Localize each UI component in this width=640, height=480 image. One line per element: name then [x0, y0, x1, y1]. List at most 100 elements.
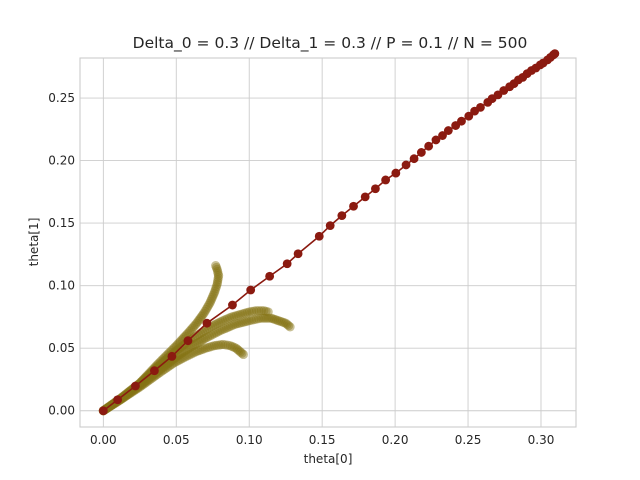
trajectory-point [207, 292, 218, 302]
main-series-point [337, 211, 347, 221]
trajectory-point [174, 355, 184, 365]
chart-title: Delta_0 = 0.3 // Delta_1 = 0.3 // P = 0.… [133, 34, 528, 53]
x-tick-label: 0.25 [455, 433, 482, 447]
main-series-point [349, 201, 358, 211]
trajectory-point [206, 296, 216, 306]
trajectory-point [182, 344, 192, 355]
tick-labels: 0.00 0.05 0.10 0.15 0.20 0.25 0.30 0.00 0.05 0.10… [48, 91, 554, 447]
main-series-point [424, 141, 434, 151]
main-series-point [409, 154, 419, 164]
main-series-point [150, 366, 159, 376]
x-tick-label: 0.15 [309, 433, 336, 447]
main-series-point [131, 381, 140, 391]
trajectory-point [212, 277, 223, 287]
trajectory-point [211, 284, 221, 294]
trajectory-point [161, 363, 171, 373]
trajectory-point [176, 354, 186, 364]
y-axis-label: theta[1] [27, 218, 41, 267]
trajectory-point [207, 330, 217, 340]
trajectory-point [197, 335, 207, 345]
trajectory-point [264, 313, 274, 323]
trajectory-point [168, 344, 178, 354]
trajectory-point [231, 343, 241, 353]
trajectory-point [273, 316, 283, 326]
trajectory-point [236, 318, 246, 328]
trajectory-point [220, 340, 230, 350]
y-tick-label: 0.00 [48, 404, 75, 418]
trajectory-point [216, 317, 226, 327]
trajectory-point [180, 346, 190, 356]
trajectory-point [174, 337, 184, 348]
trajectory-point [238, 309, 248, 319]
trajectory-point [247, 306, 257, 317]
main-series-point [371, 184, 380, 194]
trajectory-point [188, 348, 198, 358]
trajectory-point [211, 328, 221, 338]
trajectory-point [254, 306, 264, 316]
trajectory-point [217, 325, 227, 335]
trajectory-point [218, 316, 228, 326]
trajectory-point [209, 288, 219, 298]
trajectory-point [213, 275, 223, 285]
main-series-point [202, 318, 212, 328]
trajectory-point [201, 304, 211, 314]
trajectory-point [147, 373, 157, 383]
trajectory-point [279, 317, 289, 328]
trajectory-point [232, 319, 242, 329]
trajectory-point [193, 337, 203, 348]
trajectory-point [271, 315, 282, 325]
trajectory-point [176, 336, 186, 346]
trajectory-point [268, 314, 278, 324]
main-series-point [438, 131, 447, 140]
trajectory-point [120, 392, 130, 402]
x-tick-label: 0.30 [528, 433, 555, 447]
trajectory-point [235, 347, 246, 357]
main-series-point [293, 249, 303, 259]
y-tick-label: 0.10 [48, 279, 75, 293]
trajectory-point [221, 323, 231, 333]
trajectory-point [202, 302, 213, 312]
trajectory-point [213, 268, 223, 279]
trajectory-point [196, 311, 207, 322]
trajectory-point [196, 345, 206, 355]
trajectory-point [200, 306, 210, 316]
main-series-point [282, 259, 292, 269]
trajectory-point [205, 342, 215, 352]
trajectory-point [224, 313, 235, 323]
trajectory-point [256, 306, 266, 316]
main-series-point [325, 221, 335, 231]
y-tick-label: 0.20 [48, 154, 75, 168]
trajectory-point [159, 364, 169, 375]
trajectory-point [240, 308, 250, 318]
trajectory-point [124, 388, 135, 398]
trajectory-point [244, 316, 254, 326]
x-tick-label: 0.05 [163, 433, 190, 447]
trajectory-point [209, 341, 219, 351]
trajectory-point [143, 376, 154, 386]
trajectory-point [285, 322, 295, 332]
trajectory-point [277, 317, 287, 327]
main-series-point [443, 126, 453, 135]
trajectory-point [222, 314, 232, 324]
trajectory-point [198, 344, 209, 354]
trajectory-point [195, 336, 205, 347]
trajectory-point [242, 307, 252, 318]
trajectory-point [220, 315, 230, 325]
trajectory-point [214, 318, 224, 328]
trajectory-point [253, 314, 264, 324]
trajectory-point [284, 321, 294, 331]
trajectory-point [225, 321, 236, 331]
trajectory-point [200, 343, 211, 353]
trajectory-point [211, 340, 221, 350]
trajectory-point [242, 316, 252, 326]
trajectory-point [270, 314, 280, 325]
trajectory-point [213, 271, 224, 281]
trajectory-point [159, 356, 169, 366]
main-series-point [360, 192, 370, 202]
trajectory-point [238, 349, 248, 360]
trajectory-point [178, 347, 189, 357]
trajectory-point [184, 350, 194, 360]
trajectory-point [234, 346, 244, 356]
main-series-point [167, 351, 177, 361]
